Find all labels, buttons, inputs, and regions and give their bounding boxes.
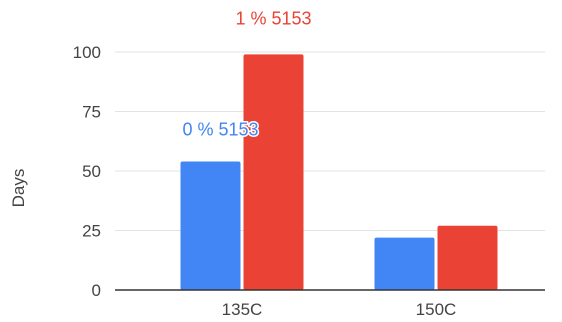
bar-series1-150C [437, 225, 498, 290]
bars [180, 54, 498, 290]
y-tick-label: 50 [82, 162, 101, 181]
data-labels: 0 % 5153 1 % 5153 [181, 7, 313, 141]
y-tick-label: 25 [82, 222, 101, 241]
y-tick-label: 0 [92, 281, 101, 300]
y-tick-label: 100 [73, 43, 101, 62]
gridlines [115, 51, 545, 231]
y-tick-label: 75 [82, 103, 101, 122]
bar-series1-135C [243, 54, 304, 290]
data-label-series0: 0 % 5153 [182, 119, 258, 139]
bar-series0-150C [374, 237, 435, 290]
bar-series0-135C [180, 161, 241, 290]
axes: Days 0 25 50 75 100 135C 150C [9, 43, 545, 319]
x-tick-label: 150C [416, 300, 457, 319]
data-label-series1: 1 % 5153 [235, 8, 311, 28]
x-tick-label: 135C [222, 300, 263, 319]
y-axis-title: Days [9, 169, 28, 208]
